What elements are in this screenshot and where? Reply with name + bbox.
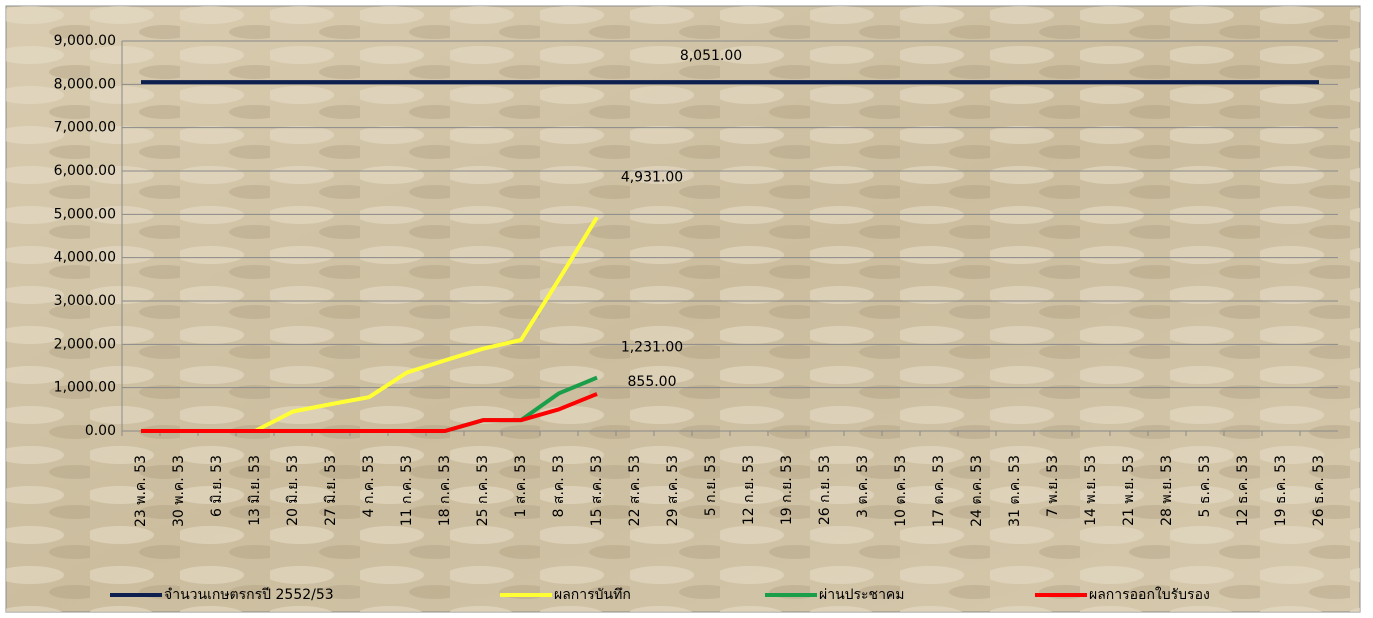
data-label: 8,051.00 bbox=[680, 48, 742, 64]
x-tick-label: 26 ก.ย. 53 bbox=[817, 455, 833, 525]
legend-label: ผลการออกใบรับรอง bbox=[1089, 586, 1210, 603]
x-tick-label: 15 ส.ค. 53 bbox=[589, 455, 605, 526]
x-tick-label: 11 ก.ค. 53 bbox=[399, 455, 415, 526]
texture bbox=[6, 6, 1360, 612]
x-tick-label: 24 ต.ค. 53 bbox=[969, 455, 985, 527]
legend-label: จำนวนเกษตรกรปี 2552/53 bbox=[164, 587, 334, 603]
x-tick-label: 17 ต.ค. 53 bbox=[931, 455, 947, 527]
y-tick-label: 0.00 bbox=[85, 423, 116, 439]
x-tick-label: 26 ธ.ค. 53 bbox=[1311, 455, 1327, 526]
x-tick-label: 12 ก.ย. 53 bbox=[741, 455, 757, 525]
x-tick-label: 1 ส.ค. 53 bbox=[513, 455, 529, 517]
y-tick-label: 6,000.00 bbox=[54, 163, 116, 179]
x-tick-label: 25 ก.ค. 53 bbox=[475, 455, 491, 526]
y-tick-label: 7,000.00 bbox=[54, 120, 116, 136]
y-tick-label: 8,000.00 bbox=[54, 76, 116, 92]
data-label: 4,931.00 bbox=[621, 169, 683, 185]
y-tick-label: 4,000.00 bbox=[54, 250, 116, 266]
x-tick-label: 5 ธ.ค. 53 bbox=[1197, 455, 1213, 517]
x-tick-label: 6 มิ.ย. 53 bbox=[209, 455, 225, 517]
x-tick-label: 29 ส.ค. 53 bbox=[665, 455, 681, 526]
x-tick-label: 28 พ.ย. 53 bbox=[1159, 455, 1175, 526]
x-tick-label: 21 พ.ย. 53 bbox=[1121, 455, 1137, 526]
y-tick-label: 5,000.00 bbox=[54, 206, 116, 222]
x-tick-label: 19 ก.ย. 53 bbox=[779, 455, 795, 525]
x-tick-label: 3 ต.ค. 53 bbox=[855, 455, 871, 518]
x-tick-label: 12 ธ.ค. 53 bbox=[1235, 455, 1251, 526]
x-tick-label: 20 มิ.ย. 53 bbox=[285, 455, 301, 526]
x-tick-label: 19 ธ.ค. 53 bbox=[1273, 455, 1289, 526]
x-tick-label: 13 มิ.ย. 53 bbox=[247, 455, 263, 526]
chart: 0.00 1,000.00 2,000.00 3,000.00 4,000.00 5,00… bbox=[0, 0, 1373, 618]
y-tick-label: 1,000.00 bbox=[54, 380, 116, 396]
x-tick-label: 4 ก.ค. 53 bbox=[361, 455, 377, 517]
x-tick-label: 27 มิ.ย. 53 bbox=[323, 455, 339, 526]
y-tick-label: 2,000.00 bbox=[54, 336, 116, 352]
x-tick-label: 22 ส.ค. 53 bbox=[627, 455, 643, 526]
x-tick-label: 14 พ.ย. 53 bbox=[1083, 455, 1099, 526]
x-tick-label: 7 พ.ย. 53 bbox=[1045, 455, 1061, 517]
x-tick-label: 31 ต.ค. 53 bbox=[1007, 455, 1023, 527]
y-tick-label: 9,000.00 bbox=[54, 33, 116, 49]
y-tick-label: 3,000.00 bbox=[54, 293, 116, 309]
data-label: 1,231.00 bbox=[621, 340, 683, 356]
data-label: 855.00 bbox=[628, 374, 677, 390]
legend-label: ผ่านประชาคม bbox=[819, 587, 905, 603]
x-tick-label: 18 ก.ค. 53 bbox=[437, 455, 453, 526]
legend-label: ผลการบันทึก bbox=[554, 587, 631, 603]
x-tick-label: 23 พ.ค. 53 bbox=[133, 455, 149, 527]
x-tick-label: 10 ต.ค. 53 bbox=[893, 455, 909, 527]
x-tick-label: 8 ส.ค. 53 bbox=[551, 455, 567, 517]
x-tick-label: 5 ก.ย. 53 bbox=[703, 455, 719, 516]
x-tick-label: 30 พ.ค. 53 bbox=[171, 455, 187, 527]
